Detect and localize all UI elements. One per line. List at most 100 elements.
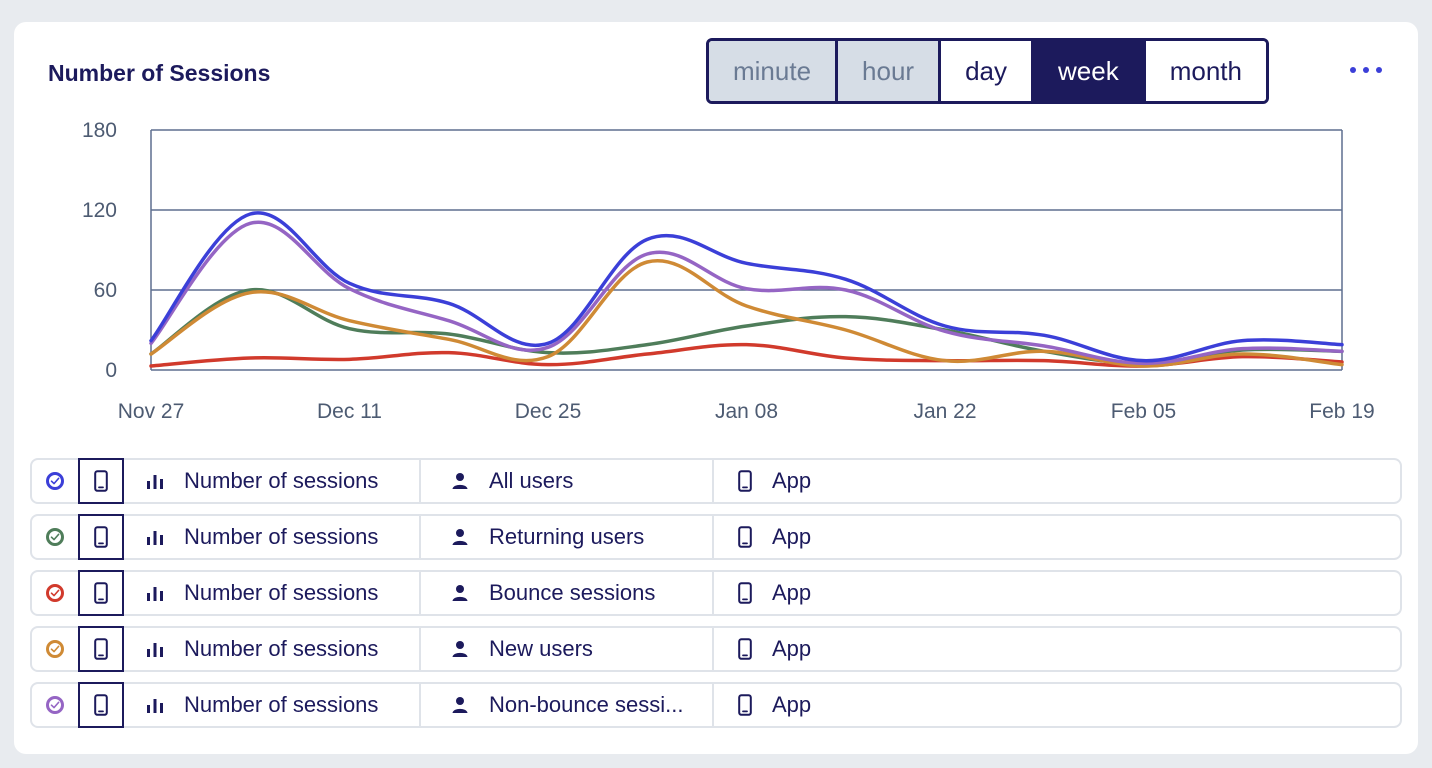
dot: [1363, 67, 1369, 73]
sessions-card: Number of Sessions minute hour day week mont…: [14, 22, 1418, 754]
y-tick-label: 120: [82, 199, 117, 222]
series-color-swatch: [46, 696, 64, 714]
segment-cell[interactable]: Non-bounce sessi...: [421, 684, 714, 726]
metric-cell[interactable]: Number of sessions: [124, 572, 421, 614]
y-tick-label: 60: [94, 279, 117, 302]
bar-chart-icon: [147, 643, 163, 657]
series-toggle[interactable]: [32, 460, 78, 502]
platform-cell[interactable]: App: [714, 460, 811, 502]
segment-label: Non-bounce sessi...: [489, 692, 684, 717]
series-color-swatch: [46, 584, 64, 602]
platform-label: App: [772, 524, 812, 549]
legend-row[interactable]: Number of sessions Returning users App: [30, 514, 1402, 560]
series-toggle[interactable]: [32, 628, 78, 670]
segment-cell[interactable]: All users: [421, 460, 714, 502]
phone-icon[interactable]: [78, 570, 124, 616]
metric-label: Number of sessions: [184, 580, 379, 605]
legend-row[interactable]: Number of sessions Non-bounce sessi... App: [30, 682, 1402, 728]
segment-label: All users: [489, 468, 574, 493]
x-tick-label: Dec 25: [515, 400, 582, 423]
check-icon: [50, 533, 60, 541]
segment-cell[interactable]: New users: [421, 628, 714, 670]
dot: [1350, 67, 1356, 73]
platform-cell[interactable]: App: [714, 572, 811, 614]
user-icon: [452, 529, 468, 545]
platform-phone-icon: [738, 638, 752, 660]
granularity-month-button[interactable]: month: [1145, 41, 1266, 101]
granularity-minute-button[interactable]: minute: [709, 41, 839, 101]
platform-cell[interactable]: App: [714, 516, 811, 558]
segment-icon-wrap: [451, 640, 469, 658]
segment-cell[interactable]: Returning users: [421, 516, 714, 558]
sessions-line-chart: 0 60 120 180 Nov 27 Dec 11 Dec 25 Jan 08 Jan 22 F…: [82, 119, 1375, 423]
metric-icon-wrap: [146, 641, 164, 657]
legend-row[interactable]: Number of sessions Bounce sessions App: [30, 570, 1402, 616]
check-icon: [50, 477, 60, 485]
metric-cell[interactable]: Number of sessions: [124, 628, 421, 670]
segment-cell[interactable]: Bounce sessions: [421, 572, 714, 614]
phone-icon[interactable]: [78, 458, 124, 504]
check-icon: [50, 701, 60, 709]
series-toggle[interactable]: [32, 684, 78, 726]
granularity-week-button[interactable]: week: [1034, 41, 1146, 101]
user-icon: [452, 641, 468, 657]
phone-icon[interactable]: [78, 514, 124, 560]
x-tick-label: Dec 11: [317, 400, 382, 423]
metric-cell[interactable]: Number of sessions: [124, 460, 421, 502]
user-icon: [452, 473, 468, 489]
page-title: Number of Sessions: [48, 60, 271, 86]
series-toggle[interactable]: [32, 516, 78, 558]
platform-label: App: [772, 692, 812, 717]
metric-cell[interactable]: Number of sessions: [124, 516, 421, 558]
check-icon: [50, 645, 60, 653]
dot: [1376, 67, 1382, 73]
y-tick-label: 0: [105, 359, 117, 382]
platform-label: App: [772, 580, 812, 605]
y-tick-label: 180: [82, 119, 117, 142]
series-color-swatch: [46, 472, 64, 490]
phone-icon[interactable]: [78, 682, 124, 728]
bar-chart-icon: [147, 531, 163, 545]
user-icon: [452, 585, 468, 601]
x-tick-label: Feb 19: [1309, 400, 1374, 423]
bar-chart-icon: [147, 587, 163, 601]
platform-phone-icon: [738, 694, 752, 716]
segment-icon-wrap: [451, 584, 469, 602]
platform-phone-icon: [738, 470, 752, 492]
segment-label: Bounce sessions: [489, 580, 656, 605]
series-legend: Number of sessions All users App Number of …: [30, 458, 1402, 738]
platform-cell[interactable]: App: [714, 684, 811, 726]
legend-row[interactable]: Number of sessions All users App: [30, 458, 1402, 504]
bar-chart-icon: [147, 475, 163, 489]
metric-icon-wrap: [146, 473, 164, 489]
series-toggle[interactable]: [32, 572, 78, 614]
series-line-all-users: [149, 211, 1344, 363]
x-tick-label: Jan 22: [913, 400, 976, 423]
phone-icon[interactable]: [78, 626, 124, 672]
platform-cell[interactable]: App: [714, 628, 811, 670]
segment-icon-wrap: [451, 528, 469, 546]
x-tick-label: Jan 08: [715, 400, 778, 423]
bar-chart-icon: [147, 699, 163, 713]
legend-row[interactable]: Number of sessions New users App: [30, 626, 1402, 672]
metric-icon-wrap: [146, 529, 164, 545]
metric-cell[interactable]: Number of sessions: [124, 684, 421, 726]
segment-icon-wrap: [451, 472, 469, 490]
granularity-day-button[interactable]: day: [941, 41, 1035, 101]
segment-icon-wrap: [451, 696, 469, 714]
series-color-swatch: [46, 528, 64, 546]
granularity-hour-button[interactable]: hour: [838, 41, 942, 101]
platform-phone-icon: [738, 582, 752, 604]
more-options-icon[interactable]: [1350, 58, 1382, 82]
segment-label: Returning users: [489, 524, 645, 549]
segment-label: New users: [489, 636, 593, 661]
platform-label: App: [772, 636, 812, 661]
check-icon: [50, 589, 60, 597]
series-line-new-users: [149, 258, 1344, 368]
metric-label: Number of sessions: [184, 524, 379, 549]
x-tick-label: Feb 05: [1111, 400, 1176, 423]
metric-label: Number of sessions: [184, 468, 379, 493]
user-icon: [452, 697, 468, 713]
platform-label: App: [772, 468, 812, 493]
series-line-returning-users: [149, 287, 1344, 366]
